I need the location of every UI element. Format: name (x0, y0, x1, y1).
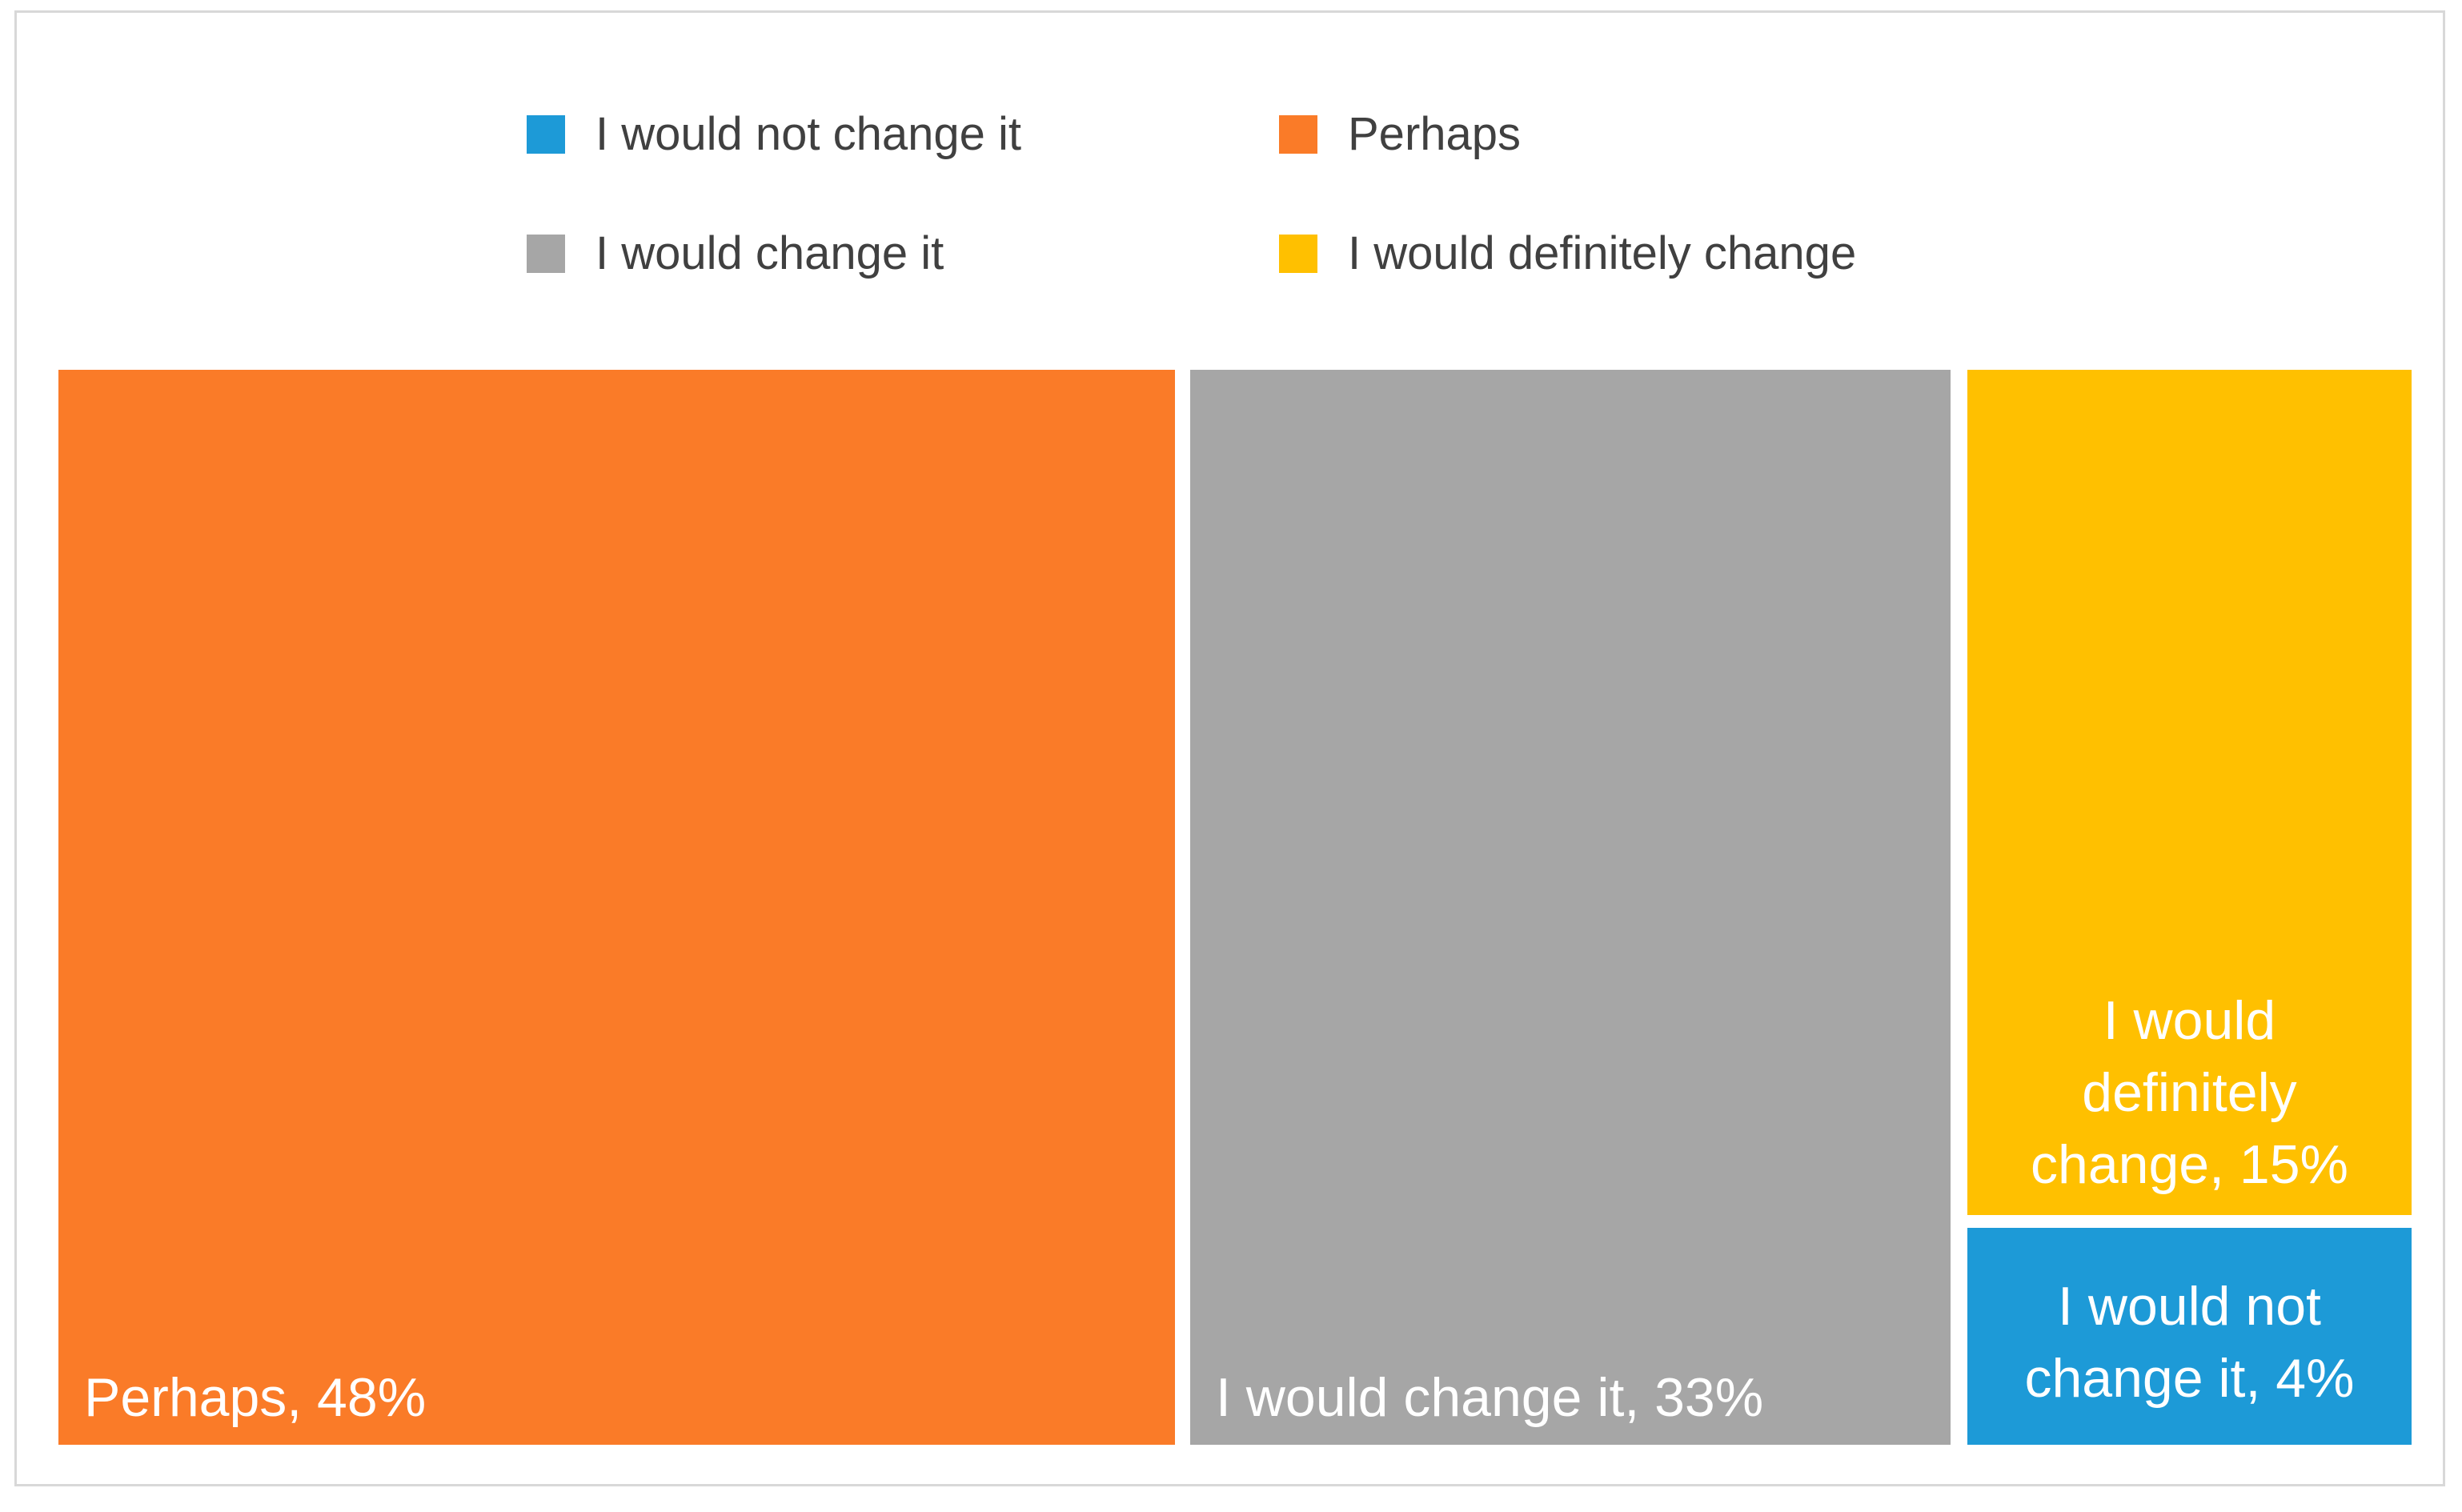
chart-frame: I would not change it Perhaps I would ch… (14, 10, 2445, 1486)
data-label-line: definitely (2082, 1062, 2297, 1123)
data-label-would-not-change: I would not change it, 4% (1967, 1270, 2412, 1414)
legend-label: I would definitely change (1348, 227, 1857, 279)
legend-label: Perhaps (1348, 108, 1522, 160)
treemap-block-perhaps: Perhaps, 48% (58, 370, 1175, 1445)
legend-swatch-icon (527, 235, 565, 273)
legend-item-would-change: I would change it (527, 227, 944, 279)
data-label-perhaps: Perhaps, 48% (84, 1367, 427, 1428)
treemap-block-definitely-change: I would definitely change, 15% (1967, 370, 2412, 1215)
data-label-line: change it, 4% (2024, 1347, 2355, 1409)
treemap-block-would-change: I would change it, 33% (1190, 370, 1951, 1445)
legend-label: I would change it (595, 227, 944, 279)
data-label-line: I would not (2058, 1275, 2321, 1337)
data-label-line: change, 15% (2031, 1134, 2348, 1195)
treemap-block-would-not-change: I would not change it, 4% (1967, 1228, 2412, 1445)
legend-label: I would not change it (595, 108, 1022, 160)
legend-swatch-icon (1279, 235, 1317, 273)
legend-swatch-icon (527, 115, 565, 154)
legend-swatch-icon (1279, 115, 1317, 154)
data-label-would-change: I would change it, 33% (1216, 1367, 1764, 1428)
legend-item-definitely-change: I would definitely change (1279, 227, 1857, 279)
data-label-line: I would (2103, 990, 2276, 1051)
data-label-definitely-change: I would definitely change, 15% (1967, 985, 2412, 1201)
legend-item-would-not-change: I would not change it (527, 108, 1022, 160)
legend-item-perhaps: Perhaps (1279, 108, 1522, 160)
